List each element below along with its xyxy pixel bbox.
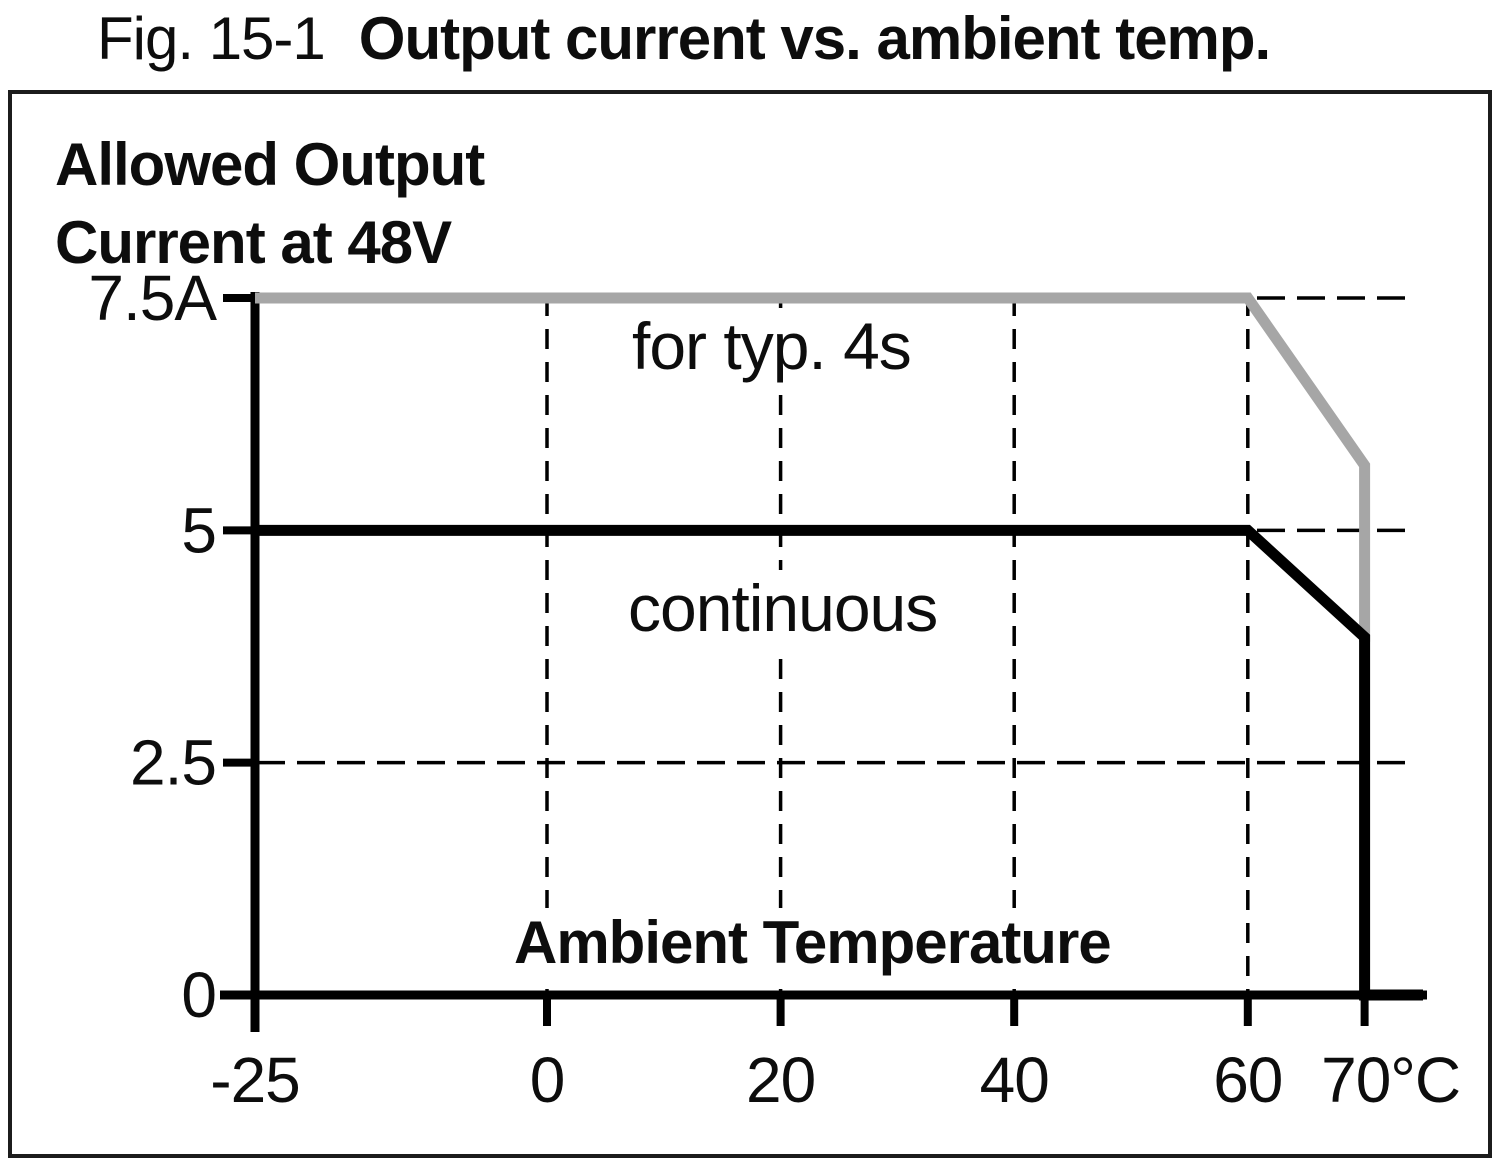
x-tick-label: 70°C [1321,1044,1460,1116]
figure-number: Fig. 15-1 [97,5,326,72]
y-tick-label: 5 [181,494,216,566]
x-tick-label: -25 [210,1044,300,1116]
series-line-continuous [255,524,1423,1001]
x-tick-label: 0 [530,1044,565,1116]
y-tick-label: 2.5 [130,727,216,799]
series-label-for-typ-4s: for typ. 4s [622,308,921,384]
series-label-continuous: continuous [618,570,948,646]
series-line-for-typ-4s [255,292,1371,642]
y-tick-label: 7.5A [88,262,217,334]
figure-title: Fig. 15-1 Output current vs. ambient tem… [97,4,1271,73]
x-tick-label: 60 [1213,1044,1282,1116]
y-axis-title: Allowed Output Current at 48V [55,131,485,276]
x-tick-label: 20 [746,1044,815,1116]
x-tick-label: 40 [980,1044,1049,1116]
y-tick-label: 0 [181,959,216,1031]
x-axis-title: Ambient Temperature [506,908,1119,977]
figure-caption: Output current vs. ambient temp. [358,5,1271,72]
